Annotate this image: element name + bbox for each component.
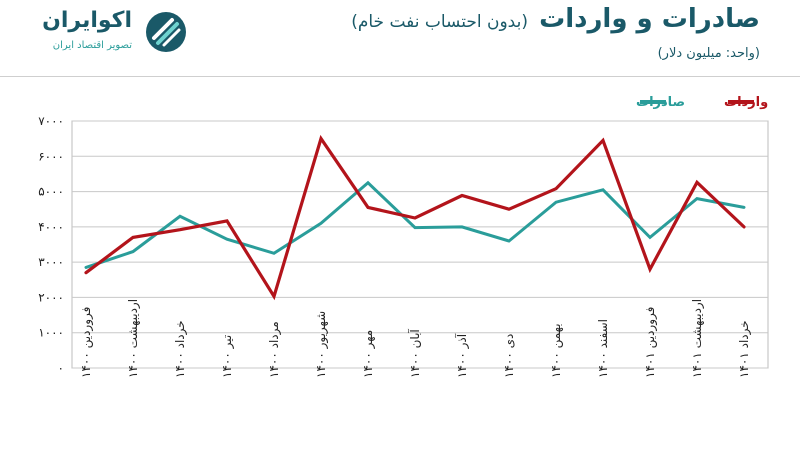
- y-tick-label: ۰: [58, 361, 64, 375]
- x-tick-label: مرداد ۱۴۰۰: [267, 321, 282, 378]
- legend-label-exports: صادرات: [636, 95, 685, 110]
- x-tick-label: تیر ۱۴۰۰: [220, 335, 235, 378]
- x-tick-label: مهر ۱۴۰۰: [361, 330, 376, 378]
- title-sub: (بدون احتساب نفت خام): [351, 12, 528, 32]
- header: اکوایران تصویر اقتصاد ایران صادرات و وار…: [0, 0, 800, 78]
- logo-tagline: تصویر اقتصاد ایران: [52, 40, 132, 51]
- y-tick-label: ۲۰۰۰: [38, 290, 64, 304]
- y-tick-label: ۷۰۰۰: [38, 114, 64, 128]
- x-tick-label: خرداد ۱۴۰۱: [737, 320, 752, 378]
- y-tick-label: ۱۰۰۰: [38, 326, 64, 340]
- x-tick-label: آبان ۱۴۰۰: [407, 329, 422, 378]
- x-tick-label: بهمن ۱۴۰۰: [549, 323, 564, 378]
- ecoiran-logo-icon: [146, 12, 186, 52]
- header-divider: [0, 76, 800, 77]
- y-tick-label: ۵۰۰۰: [38, 185, 64, 199]
- x-tick-label: دی ۱۴۰۰: [502, 334, 516, 378]
- x-tick-label: فروردین ۱۴۰۰: [79, 307, 94, 378]
- y-tick-label: ۳۰۰۰: [38, 255, 64, 269]
- x-tick-label: آذر ۱۴۰۰: [454, 333, 470, 378]
- chart-title: صادرات و واردات (بدون احتساب نفت خام): [351, 4, 760, 34]
- y-tick-label: ۴۰۰۰: [38, 220, 64, 234]
- title-main: صادرات و واردات: [539, 4, 760, 34]
- unit-label: (واحد: میلیون دلار): [657, 46, 760, 61]
- y-tick-label: ۶۰۰۰: [38, 149, 64, 163]
- x-tick-label: اردیبهشت ۱۴۰۰: [126, 299, 141, 378]
- x-tick-label: اردیبهشت ۱۴۰۱: [690, 299, 705, 378]
- x-tick-label: اسفند ۱۴۰۰: [596, 319, 610, 378]
- x-tick-label: فروردین ۱۴۰۱: [643, 307, 658, 378]
- logo: اکوایران تصویر اقتصاد ایران: [18, 6, 188, 62]
- legend-label-imports: واردات: [724, 95, 768, 110]
- logo-name: اکوایران: [42, 8, 132, 33]
- x-tick-label: شهریور ۱۴۰۰: [314, 311, 329, 378]
- x-tick-label: خرداد ۱۴۰۰: [173, 320, 188, 378]
